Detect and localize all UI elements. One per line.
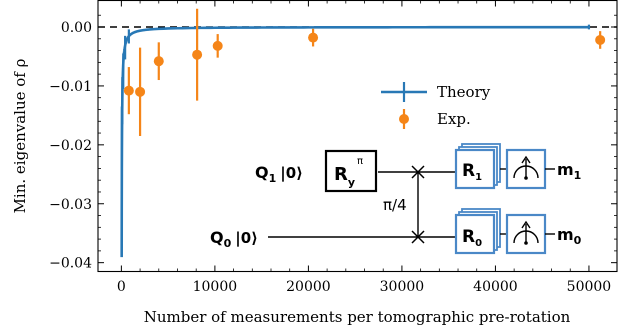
meter-icon-q0 bbox=[505, 213, 547, 255]
swap-cross-q1 bbox=[411, 165, 425, 179]
svg-text:R1: R1 bbox=[462, 161, 482, 183]
theory-error-bars bbox=[120, 24, 591, 248]
exp-point bbox=[595, 34, 606, 45]
qubit-0-label: Q0 |0⟩ bbox=[210, 228, 258, 250]
rotation-box-q1: R1 bbox=[454, 143, 501, 190]
legend-exp-marker bbox=[399, 114, 409, 124]
exp-point bbox=[153, 56, 164, 67]
y-tick-label: −0.04 bbox=[49, 256, 92, 272]
x-tick-label: 30000 bbox=[380, 279, 425, 295]
experiment-points bbox=[123, 8, 606, 136]
qubit-1-label: Q1 |0⟩ bbox=[255, 163, 303, 185]
meter-icon-q1 bbox=[505, 148, 547, 190]
y-tick-label: 0.00 bbox=[61, 20, 92, 36]
y-tick-label: −0.02 bbox=[49, 138, 92, 154]
measurement-label-q1: m1 bbox=[557, 160, 581, 182]
y-tick-label: −0.03 bbox=[49, 197, 92, 213]
swap-angle-label: π/4 bbox=[383, 196, 407, 214]
x-tick-label: 10000 bbox=[193, 279, 238, 295]
measurement-label-q0: m0 bbox=[557, 225, 582, 247]
y-ticks: −0.04 −0.03 −0.02 −0.01 0.00 bbox=[49, 14, 617, 272]
svg-text:Q1|0⟩: Q1 |0⟩ bbox=[255, 163, 303, 185]
exp-point bbox=[135, 86, 146, 97]
swap-cross-q0 bbox=[411, 230, 425, 244]
x-tick-label: 0 bbox=[117, 279, 126, 295]
exp-point bbox=[192, 49, 203, 60]
rotation-box-q0: R0 bbox=[454, 208, 501, 255]
svg-text:R0: R0 bbox=[462, 227, 482, 249]
x-tick-label: 40000 bbox=[473, 279, 518, 295]
exp-point bbox=[308, 32, 319, 43]
legend-exp-label: Exp. bbox=[437, 110, 471, 128]
ry-gate bbox=[324, 149, 378, 193]
legend-theory-label: Theory bbox=[437, 83, 491, 101]
ry-gate-label: Ry bbox=[334, 164, 355, 189]
x-tick-label: 50000 bbox=[567, 279, 612, 295]
x-ticks: 0 10000 20000 30000 40000 50000 bbox=[117, 0, 612, 295]
plot-frame bbox=[97, 0, 618, 273]
x-axis-label: Number of measurements per tomographic p… bbox=[144, 308, 571, 326]
y-axis-label: Min. eigenvalue of ρ bbox=[11, 58, 29, 213]
exp-point bbox=[123, 85, 134, 96]
circuit-diagram: π/4 Q1 |0⟩ Q0 |0⟩ Ry π R1 R0 bbox=[210, 143, 582, 255]
x-tick-label: 20000 bbox=[286, 279, 331, 295]
exp-point bbox=[212, 40, 223, 51]
legend: Theory Exp. bbox=[381, 82, 491, 129]
y-tick-label: −0.01 bbox=[49, 79, 92, 95]
ry-gate-superscript: π bbox=[357, 156, 363, 167]
svg-text:Q0|0⟩: Q0 |0⟩ bbox=[210, 228, 258, 250]
